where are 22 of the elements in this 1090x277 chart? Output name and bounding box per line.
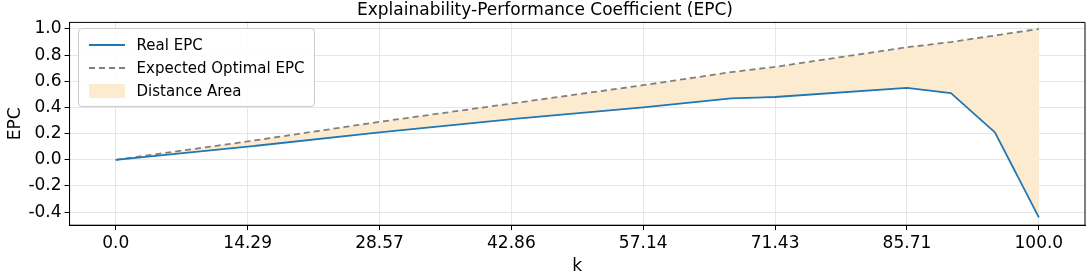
y-tick-label: 0.8 [34, 43, 62, 64]
y-tick-label: -0.2 [28, 174, 62, 195]
y-tick-label: 1.0 [34, 17, 62, 38]
y-tick-label: 0.2 [34, 122, 62, 143]
legend-label: Real EPC [136, 35, 203, 54]
x-tick-label: 100.0 [1014, 231, 1064, 252]
x-tick-label: 0.0 [102, 231, 130, 252]
x-tick-label: 57.14 [618, 231, 668, 252]
x-tick-label: 42.86 [487, 231, 536, 252]
y-tick-label: -0.4 [28, 200, 62, 221]
legend-label: Distance Area [136, 81, 242, 100]
x-tick-label: 85.71 [882, 231, 932, 252]
legend-label: Expected Optimal EPC [136, 58, 305, 77]
x-tick-label: 14.29 [223, 231, 272, 252]
x-tick-label: 28.57 [355, 231, 404, 252]
y-tick-label: 0.0 [34, 148, 62, 169]
x-axis-title: k [572, 255, 583, 276]
y-tick-label: 0.4 [34, 95, 62, 116]
y-tick-label: 0.6 [34, 69, 62, 90]
chart-title: Explainability-Performance Coefficient (EPC) [357, 0, 733, 19]
x-tick-label: 71.43 [750, 231, 800, 252]
y-axis-title: EPC [3, 107, 24, 141]
